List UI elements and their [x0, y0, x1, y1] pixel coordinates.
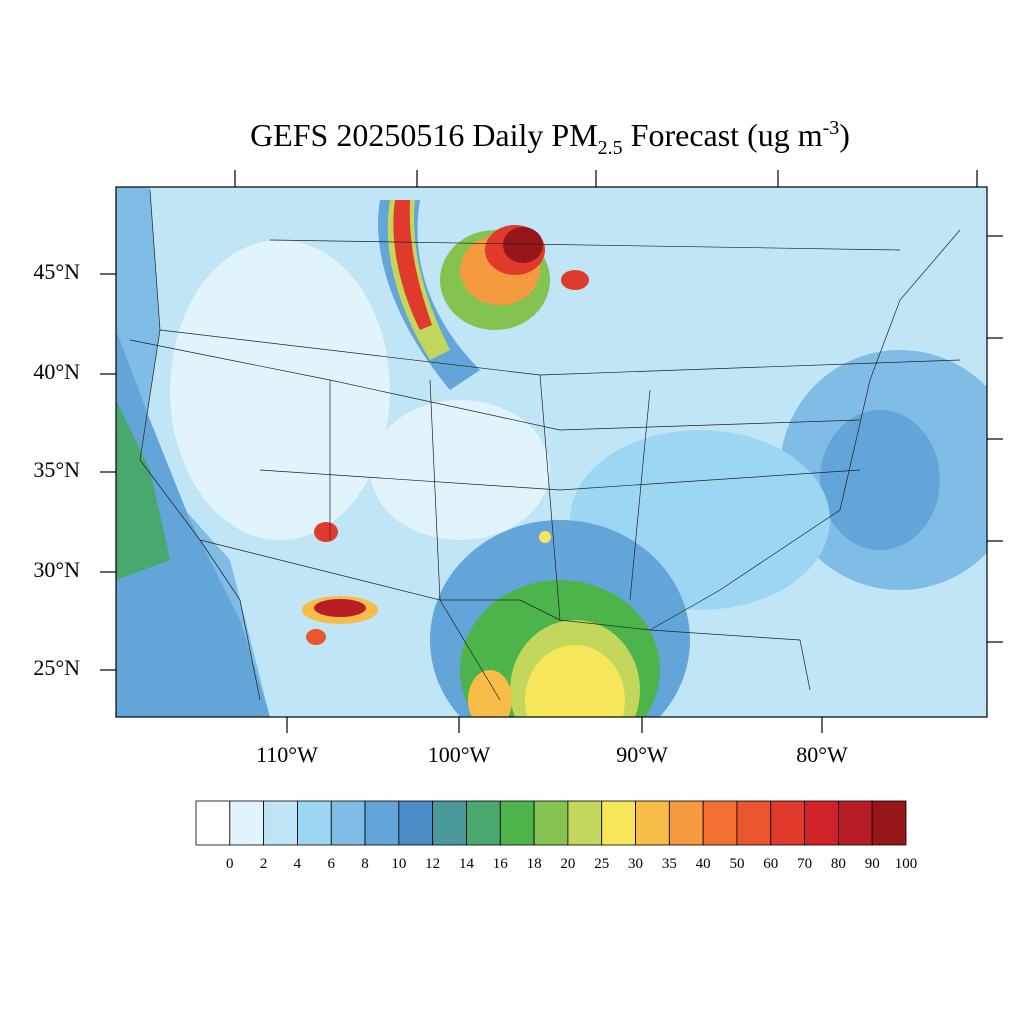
- colorbar-label: 2: [260, 856, 268, 872]
- colorbar-box: [466, 800, 501, 846]
- frame-ticks: [100, 170, 1003, 733]
- colorbar-box: [567, 800, 603, 846]
- colorbar-box: [297, 800, 332, 846]
- colorbar-box: [871, 800, 907, 846]
- title-rest: Forecast (ug m: [623, 117, 823, 153]
- colorbar-label: 35: [662, 856, 677, 872]
- map-frame: [115, 186, 988, 718]
- lon-label: 100°W: [428, 742, 491, 767]
- title-sup: -3: [823, 117, 840, 139]
- colorbar: 0 2 4 6 8 10 12 14 16 18 20 25 30 35 40 50 60 70 80 90 100: [195, 800, 918, 872]
- colorbar-box: [702, 800, 738, 846]
- colorbar-label: 12: [425, 856, 440, 872]
- colorbar-label: 80: [831, 856, 846, 872]
- colorbar-box: [736, 800, 772, 846]
- colorbar-label: 60: [763, 856, 778, 872]
- colorbar-box: [364, 800, 400, 846]
- colorbar-label: 50: [729, 856, 744, 872]
- colorbar-box: [837, 800, 873, 846]
- title-end: ): [839, 117, 850, 153]
- lat-label: 35°N: [33, 457, 80, 482]
- lat-label: 25°N: [33, 655, 80, 680]
- colorbar-label: 14: [459, 856, 475, 872]
- colorbar-label: 100: [895, 856, 918, 872]
- title-sub: 2.5: [598, 137, 623, 159]
- colorbar-box: [804, 800, 839, 846]
- lat-label: 45°N: [33, 259, 80, 284]
- colorbar-label: 90: [865, 856, 880, 872]
- colorbar-label: 18: [527, 856, 542, 872]
- colorbar-box: [533, 800, 569, 846]
- lat-label: 30°N: [33, 557, 80, 582]
- lon-label: 110°W: [256, 742, 318, 767]
- lon-label: 80°W: [796, 742, 848, 767]
- colorbar-box: [263, 800, 298, 846]
- colorbar-box: [330, 800, 366, 846]
- colorbar-box: [635, 800, 670, 846]
- colorbar-box: [398, 800, 434, 846]
- lon-label: 90°W: [616, 742, 668, 767]
- colorbar-box: [601, 800, 636, 846]
- colorbar-label: 8: [361, 856, 369, 872]
- boundaries: [129, 189, 961, 701]
- colorbar-label: 30: [628, 856, 643, 872]
- colorbar-box: [195, 800, 231, 846]
- colorbar-label: 6: [327, 856, 335, 872]
- colorbar-label: 10: [391, 856, 406, 872]
- colorbar-label: 25: [594, 856, 609, 872]
- colorbar-box: [770, 800, 805, 846]
- title: GEFS 20250516 Daily PM2.5 Forecast (ug m…: [250, 117, 850, 159]
- colorbar-label: 40: [696, 856, 711, 872]
- lat-label: 40°N: [33, 359, 80, 384]
- colorbar-box: [432, 800, 467, 846]
- colorbar-box: [668, 800, 704, 846]
- colorbar-label: 20: [560, 856, 575, 872]
- colorbar-label: 70: [797, 856, 812, 872]
- colorbar-label: 0: [226, 856, 234, 872]
- colorbar-box: [499, 800, 535, 846]
- pm25-field: [116, 187, 987, 717]
- colorbar-label: 16: [493, 856, 509, 872]
- colorbar-label: 4: [294, 856, 302, 872]
- title-main: GEFS 20250516 Daily PM: [250, 117, 598, 153]
- colorbar-box: [229, 800, 265, 846]
